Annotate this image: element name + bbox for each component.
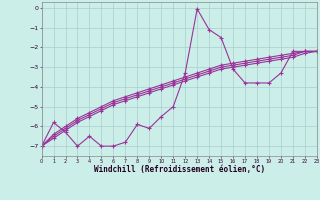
X-axis label: Windchill (Refroidissement éolien,°C): Windchill (Refroidissement éolien,°C) xyxy=(94,165,265,174)
